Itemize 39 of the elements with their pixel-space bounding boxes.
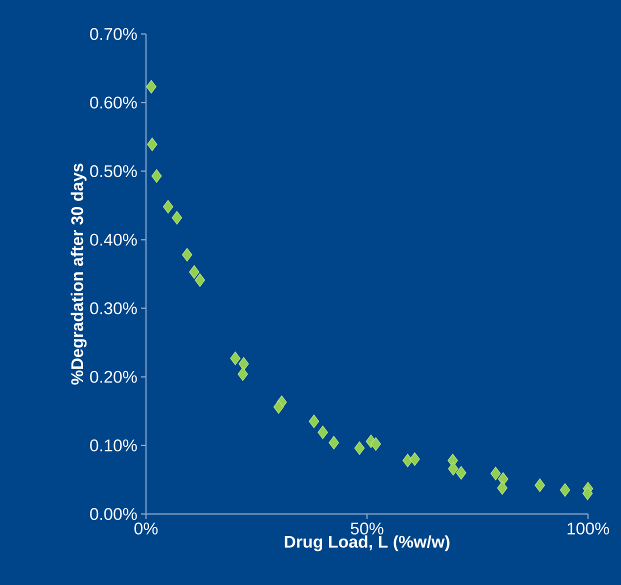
y-tick-label: 0.60% xyxy=(90,96,137,109)
point xyxy=(308,414,320,428)
point xyxy=(534,478,546,492)
point xyxy=(146,80,156,94)
point xyxy=(172,210,182,225)
y-tick-label: 0.40% xyxy=(90,234,137,246)
x-tick-label: 50% xyxy=(350,522,384,535)
point xyxy=(189,265,200,279)
point xyxy=(370,437,382,451)
x-tick-label: 0% xyxy=(134,522,158,535)
point xyxy=(582,486,593,500)
point xyxy=(162,200,174,214)
y-tick-label: 0.30% xyxy=(90,302,137,314)
point xyxy=(490,466,501,480)
point xyxy=(560,483,570,497)
y-tick-label: 0.70% xyxy=(90,28,137,40)
point xyxy=(151,169,162,183)
point xyxy=(448,462,458,476)
point xyxy=(230,352,240,366)
point xyxy=(238,367,248,381)
point xyxy=(456,466,466,480)
point xyxy=(273,400,284,414)
y-tick-label: 0.20% xyxy=(90,370,137,383)
point xyxy=(238,357,249,371)
y-tick-label: 0.50% xyxy=(90,165,137,178)
point xyxy=(147,138,158,152)
y-tick-label: 0.00% xyxy=(90,508,137,520)
point xyxy=(497,481,508,495)
point xyxy=(410,452,420,466)
point xyxy=(318,426,328,440)
x-tick-label: 100% xyxy=(568,522,610,535)
y-tick-label: 0.10% xyxy=(90,439,137,452)
x-axis-title: Drug Load, L (%w/w) xyxy=(284,535,450,552)
point xyxy=(328,436,340,450)
y-axis-title: %Degradation after 30 days xyxy=(70,164,87,385)
point xyxy=(194,273,206,287)
point xyxy=(182,248,192,262)
point xyxy=(402,454,413,468)
point xyxy=(354,441,365,455)
